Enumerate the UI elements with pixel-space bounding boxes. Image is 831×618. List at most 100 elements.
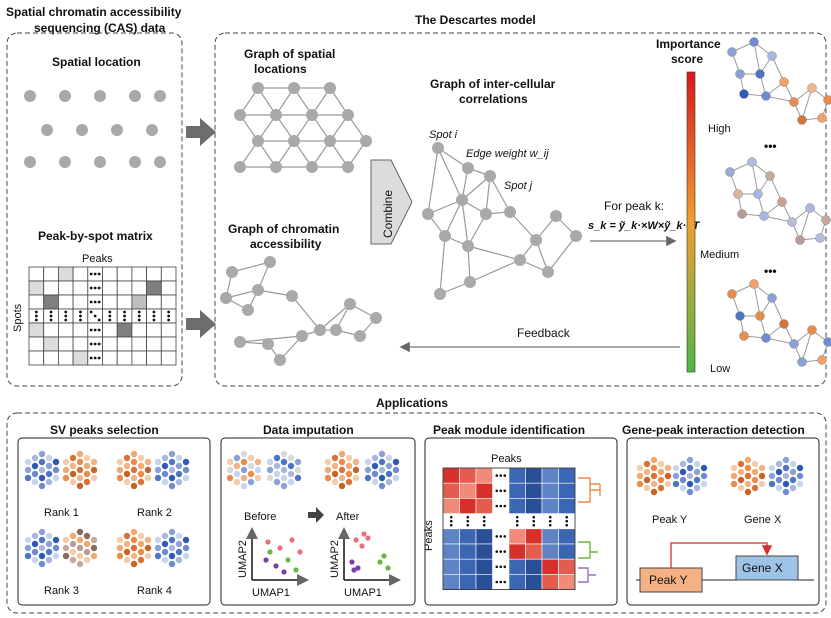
int-dot: [672, 472, 680, 480]
int-dot: [650, 472, 658, 480]
imp-node: [749, 279, 759, 289]
heatmap-ellipsis-dot: [503, 550, 507, 553]
inter-graph-node: [570, 230, 582, 242]
imp-edge: [751, 161, 759, 195]
int-dot: [737, 468, 745, 476]
sv-orange-dot: [62, 466, 70, 474]
sv-orange-dot: [123, 540, 131, 548]
imp-dot: [273, 478, 281, 486]
heatmap-cell: [525, 467, 543, 484]
heatmap-ellipsis-dot: [495, 474, 499, 477]
matrix-ellipsis-dot: [123, 310, 126, 314]
inter-graph-edge: [461, 175, 491, 201]
matrix-ellipsis-dot: [34, 314, 38, 318]
sv-orange-dot: [144, 466, 152, 474]
sv-orange-dot: [137, 478, 145, 486]
heatmap-cell: [508, 528, 526, 545]
umap-point: [351, 567, 357, 573]
heatmap-ellipsis-dot: [503, 489, 507, 493]
imp-node: [755, 311, 765, 321]
chromatin-accessibility-graph: [220, 256, 382, 366]
imp-dot: [247, 462, 255, 470]
imp-dot: [266, 458, 274, 466]
int-dot: [686, 488, 694, 496]
int-dot: [768, 472, 776, 480]
matrix-ellipsis-dot: [34, 318, 38, 322]
peak-y-box: [639, 567, 703, 593]
sv-orange-dot: [69, 454, 77, 462]
sv-blue-dot: [38, 482, 46, 490]
sv-blue-dot: [161, 478, 169, 486]
sv-orange-dot: [137, 462, 145, 470]
sv-orange-dot: [69, 532, 77, 540]
spatial-dot: [146, 124, 158, 136]
heatmap-ellipsis-dot: [499, 535, 503, 538]
int-dot: [744, 480, 752, 488]
heatmap-cell: [475, 482, 493, 499]
sv-orange-dot: [130, 536, 138, 544]
heatmap-cell: [541, 574, 559, 590]
sv-orange-dot: [76, 544, 84, 552]
sv-blue-dot: [154, 458, 162, 466]
umap-point: [385, 565, 391, 571]
matrix-ellipsis-dot: [64, 310, 68, 314]
sv-blue-dot: [31, 462, 39, 470]
sv-blue-dot: [52, 466, 60, 474]
heatmap-cell: [442, 498, 460, 514]
matrix-cell: [58, 280, 74, 296]
sv-orange-dot: [90, 458, 98, 466]
spatial-locations-graph: [234, 82, 372, 173]
umap-point: [361, 531, 367, 537]
matrix-title: Peak-by-spot matrix: [38, 229, 153, 243]
int-dot: [643, 484, 651, 492]
imp-dot: [371, 462, 379, 470]
inter-graph-edge: [444, 199, 463, 237]
imp-edge: [771, 55, 785, 83]
imp-dot: [266, 474, 274, 482]
sv-blue-dot: [182, 458, 190, 466]
matrix-ellipsis-dot: [97, 356, 101, 360]
imp-node: [735, 311, 745, 321]
matrix-cell: [160, 266, 177, 282]
peak-y-box-label: Peak Y: [649, 573, 687, 587]
sv-orange-dot: [69, 556, 77, 564]
spatial-graph-node: [342, 109, 354, 121]
imp-dot: [324, 474, 332, 482]
int-dot: [686, 472, 694, 480]
int-dot: [758, 472, 766, 480]
sv-peak-spot-patterns: [24, 450, 190, 568]
sv-orange-dot: [76, 458, 84, 466]
matrix-ellipsis-dot: [93, 286, 97, 290]
int-dot: [664, 472, 672, 480]
imp-dot: [233, 470, 241, 478]
chromatin-graph-edge: [319, 303, 351, 331]
imp-dot: [240, 450, 248, 458]
imp-dot: [371, 454, 379, 462]
sv-orange-dot: [116, 536, 124, 544]
chromatin-graph-edge: [231, 261, 271, 273]
heatmap-cell: [558, 528, 576, 545]
heatmap-ellipsis-dot: [565, 519, 569, 523]
sv-blue-dot: [168, 552, 176, 560]
imp-dot: [378, 450, 386, 458]
imp-node: [777, 197, 787, 207]
sv-orange-dot: [137, 470, 145, 478]
heatmap-cell: [442, 558, 460, 575]
heatmap-cell: [475, 528, 493, 545]
matrix-ellipsis-dot: [89, 272, 93, 276]
sv-orange-dot: [76, 474, 84, 482]
matrix-cell: [146, 266, 162, 282]
imp-node: [727, 289, 737, 299]
imp-dot: [385, 454, 393, 462]
int-dot: [650, 464, 658, 472]
int-dot: [751, 476, 759, 484]
matrix-cell: [146, 350, 162, 366]
heatmap-cell: [541, 498, 559, 514]
matrix-ellipsis-dot: [89, 328, 93, 332]
matrix-cell: [102, 350, 118, 366]
int-dot: [768, 480, 776, 488]
chromatin-graph-node: [264, 256, 276, 268]
sv-orange-dot: [76, 482, 84, 490]
umap-point: [281, 569, 287, 575]
sv-blue-dot: [161, 470, 169, 478]
